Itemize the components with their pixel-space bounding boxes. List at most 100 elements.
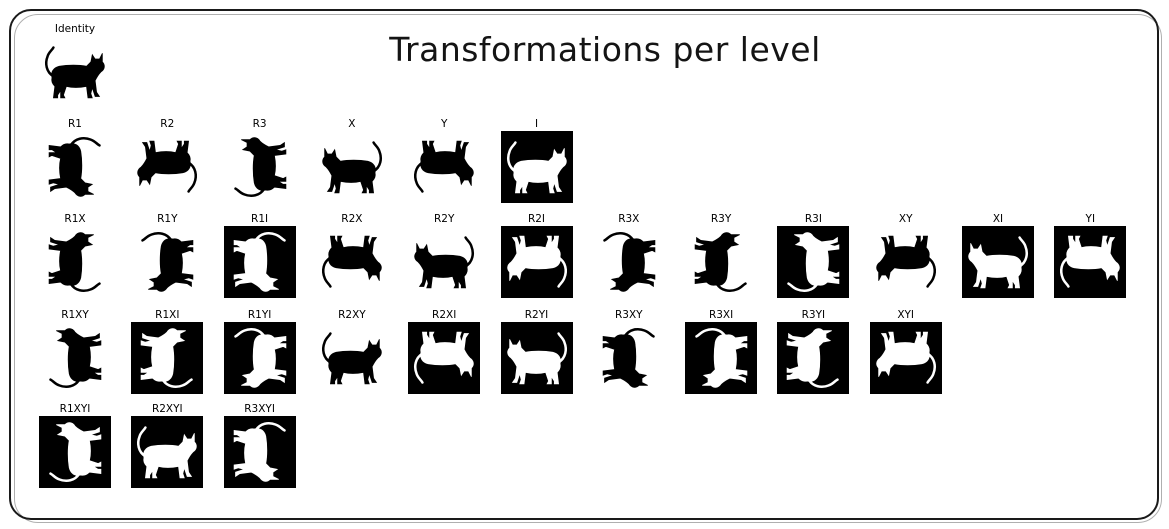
cat-shape bbox=[694, 232, 747, 292]
cat-shape bbox=[414, 236, 475, 289]
cat-shape bbox=[506, 235, 567, 288]
cat-shape bbox=[233, 137, 286, 197]
transformation-label: R3 bbox=[252, 118, 267, 130]
transformation-tile: R2I bbox=[499, 212, 575, 298]
transformation-tile: R3YI bbox=[775, 308, 851, 394]
transformation-label: XYI bbox=[897, 309, 915, 321]
transformation-label: R3Y bbox=[710, 213, 732, 225]
cat-shape bbox=[322, 141, 382, 194]
cat-shape bbox=[48, 137, 101, 197]
cat-silhouette-icon bbox=[223, 416, 296, 488]
transformation-tile: R1YI bbox=[222, 308, 298, 394]
transformation-label: R1Y bbox=[157, 213, 178, 225]
cat-silhouette-icon bbox=[500, 322, 573, 394]
cat-shape bbox=[602, 328, 655, 388]
transformation-label: R3XI bbox=[708, 309, 734, 321]
cat-silhouette-icon bbox=[39, 226, 111, 298]
cat-silhouette-icon bbox=[777, 226, 850, 298]
transformation-label: I bbox=[534, 118, 539, 130]
cat-silhouette-icon bbox=[500, 131, 573, 203]
transformation-label: R1X bbox=[64, 213, 86, 225]
transformation-tile: R2Y bbox=[406, 212, 482, 298]
cat-silhouette-icon bbox=[777, 322, 850, 394]
transformation-label: R3XYI bbox=[244, 403, 275, 415]
transformation-tile: I bbox=[499, 117, 575, 203]
cat-silhouette-icon bbox=[223, 131, 296, 203]
cat-shape bbox=[506, 141, 567, 194]
cat-shape bbox=[603, 232, 656, 292]
transformation-tile: R3X bbox=[591, 212, 667, 298]
transformation-tile: R3XI bbox=[683, 308, 759, 394]
transformation-tile: R3XY bbox=[591, 308, 667, 394]
transformation-label: Y bbox=[440, 118, 448, 130]
transformation-label: R2X bbox=[341, 213, 363, 225]
cat-shape bbox=[141, 328, 194, 388]
cat-shape bbox=[414, 140, 474, 193]
transformation-label: R1I bbox=[251, 213, 269, 225]
transformation-label: R3YI bbox=[801, 309, 826, 321]
cat-shape bbox=[49, 422, 102, 482]
transformation-tile: R2XY bbox=[314, 308, 390, 394]
transformation-tile: R1 bbox=[37, 117, 113, 203]
transformation-label: R2YI bbox=[524, 309, 549, 321]
transformation-tile: R3 bbox=[222, 117, 298, 203]
figure-title: Transformations per level bbox=[389, 30, 821, 69]
cat-silhouette-icon bbox=[39, 416, 111, 488]
cat-shape bbox=[137, 140, 198, 193]
transformation-tile: R2 bbox=[129, 117, 205, 203]
transformation-tile: XY bbox=[868, 212, 944, 298]
cat-shape bbox=[321, 235, 382, 288]
cat-silhouette-icon bbox=[39, 36, 111, 108]
transformation-tile: R1XY bbox=[37, 308, 113, 394]
cat-shape bbox=[1060, 235, 1120, 288]
cat-silhouette-icon bbox=[592, 226, 665, 298]
cat-shape bbox=[233, 422, 286, 482]
cat-shape bbox=[137, 426, 197, 479]
transformation-label: XI bbox=[992, 213, 1004, 225]
transformation-tile: R3I bbox=[775, 212, 851, 298]
cat-shape bbox=[875, 235, 936, 288]
transformation-tile: R1I bbox=[222, 212, 298, 298]
cat-shape bbox=[787, 232, 840, 292]
transformation-tile: R1XI bbox=[129, 308, 205, 394]
cat-silhouette-icon bbox=[500, 226, 573, 298]
cat-shape bbox=[695, 328, 748, 388]
transformation-label: YI bbox=[1085, 213, 1096, 225]
cat-silhouette-icon bbox=[408, 226, 481, 298]
cat-shape bbox=[48, 232, 101, 292]
cat-silhouette-icon bbox=[685, 322, 758, 394]
cat-silhouette-icon bbox=[131, 131, 204, 203]
cat-shape bbox=[414, 331, 474, 384]
cat-shape bbox=[875, 331, 936, 384]
transformation-tile: X bbox=[314, 117, 390, 203]
transformation-tile: R3Y bbox=[683, 212, 759, 298]
transformation-tile: R1Y bbox=[129, 212, 205, 298]
cat-silhouette-icon bbox=[315, 131, 388, 203]
transformation-label: Identity bbox=[54, 23, 96, 35]
transformation-tile: R1X bbox=[37, 212, 113, 298]
cat-silhouette-icon bbox=[685, 226, 758, 298]
cat-shape bbox=[45, 46, 105, 99]
transformation-tile: R2YI bbox=[499, 308, 575, 394]
transformation-tile: R2XYI bbox=[129, 402, 205, 488]
cat-shape bbox=[49, 328, 102, 388]
cat-shape bbox=[141, 232, 194, 292]
cat-shape bbox=[787, 328, 840, 388]
cat-silhouette-icon bbox=[408, 131, 481, 203]
transformation-tile: R2X bbox=[314, 212, 390, 298]
cat-silhouette-icon bbox=[223, 322, 296, 394]
cat-silhouette-icon bbox=[315, 322, 388, 394]
cat-silhouette-icon bbox=[962, 226, 1034, 298]
transformation-label: R2Y bbox=[433, 213, 455, 225]
transformation-label: R2XY bbox=[338, 309, 366, 321]
transformation-label: R2I bbox=[527, 213, 546, 225]
transformation-tile: YI bbox=[1052, 212, 1128, 298]
cat-silhouette-icon bbox=[131, 416, 204, 488]
transformation-tile: R3XYI bbox=[222, 402, 298, 488]
transformation-label: R1 bbox=[68, 118, 82, 130]
transformation-label: R1YI bbox=[247, 309, 272, 321]
transformation-label: XY bbox=[898, 213, 913, 225]
cat-shape bbox=[968, 236, 1028, 289]
transformation-label: R1XY bbox=[61, 309, 89, 321]
transformation-tile: R2XI bbox=[406, 308, 482, 394]
